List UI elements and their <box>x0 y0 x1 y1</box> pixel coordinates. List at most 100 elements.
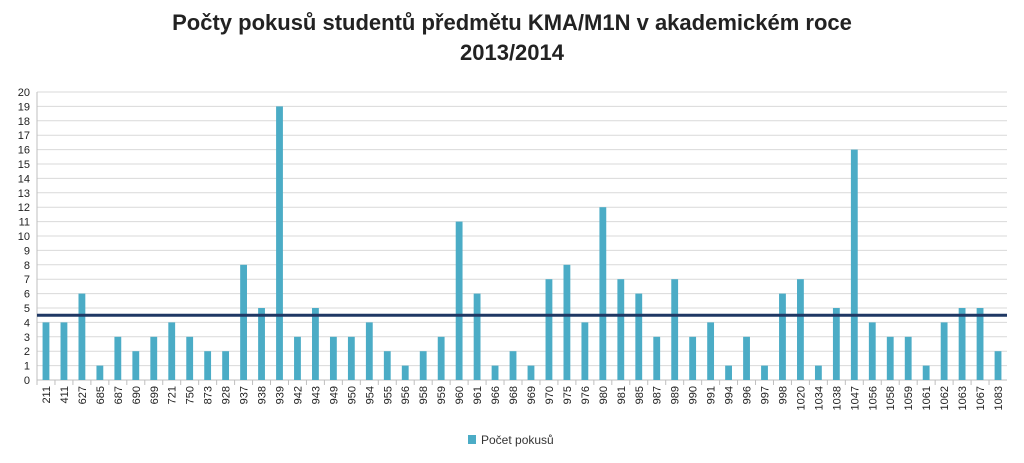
bar <box>132 351 140 380</box>
y-tick-label: 17 <box>18 130 30 142</box>
x-tick-label: 950 <box>346 386 358 404</box>
bar <box>365 322 373 380</box>
bar <box>473 293 481 380</box>
x-tick-label: 1038 <box>831 386 843 410</box>
x-tick-label: 1063 <box>957 386 969 410</box>
x-tick-label: 1083 <box>993 386 1005 410</box>
bar <box>940 322 948 380</box>
x-tick-label: 1061 <box>921 386 933 410</box>
bar <box>671 279 679 380</box>
bar <box>832 308 840 380</box>
y-tick-label: 16 <box>18 145 30 157</box>
bar <box>294 336 301 380</box>
x-tick-label: 990 <box>688 386 700 404</box>
bar <box>383 351 391 380</box>
x-tick-label: 939 <box>275 386 287 404</box>
x-tick-label: 1059 <box>903 386 915 410</box>
bar <box>563 264 571 380</box>
bar <box>850 149 858 380</box>
x-tick-label: 956 <box>400 386 412 404</box>
bar <box>240 264 247 380</box>
x-tick-label: 699 <box>149 386 161 404</box>
bar <box>958 308 966 380</box>
bar <box>617 279 625 380</box>
x-tick-label: 1067 <box>975 386 987 410</box>
y-tick-label: 11 <box>19 217 30 229</box>
y-tick-label: 18 <box>18 116 30 128</box>
x-tick-label: 970 <box>544 386 556 404</box>
bar <box>276 106 283 381</box>
x-tick-label: 954 <box>364 386 376 404</box>
bar <box>761 365 768 380</box>
bar <box>509 351 517 380</box>
x-tick-label: 1062 <box>939 386 951 410</box>
bar <box>114 336 122 380</box>
bar <box>779 293 786 380</box>
y-tick-label: 5 <box>24 303 30 315</box>
bar <box>347 336 355 380</box>
y-tick-label: 9 <box>24 245 30 257</box>
bar <box>814 365 822 380</box>
bar <box>60 322 68 380</box>
x-tick-label: 873 <box>203 386 215 404</box>
bar <box>922 365 930 380</box>
y-tick-label: 2 <box>24 346 30 358</box>
x-tick-label: 949 <box>328 386 340 404</box>
bars <box>42 106 1002 381</box>
y-tick-label: 15 <box>18 159 30 171</box>
x-tick-label: 958 <box>418 386 430 404</box>
bar <box>635 293 643 380</box>
x-tick-label: 1047 <box>849 386 861 410</box>
y-tick-label: 3 <box>24 332 30 344</box>
x-tick-label: 750 <box>185 386 197 404</box>
bar <box>868 322 876 380</box>
x-tick-label: 985 <box>634 386 646 404</box>
bar <box>527 365 535 380</box>
y-tick-label: 13 <box>18 188 30 200</box>
legend: Počet pokusů <box>468 433 554 447</box>
bar <box>401 365 409 380</box>
bar <box>581 322 589 380</box>
x-tick-label: 981 <box>616 386 628 404</box>
gridlines <box>37 91 1007 381</box>
y-tick-label: 14 <box>18 173 30 185</box>
x-tick-label: 994 <box>724 386 736 404</box>
y-tick-label: 20 <box>18 87 30 99</box>
x-axis-ticks: 211 411 627 685 687 690 699 721 750 873 928 937 938 9… <box>36 380 1005 410</box>
x-tick-label: 998 <box>777 386 789 404</box>
y-tick-label: 7 <box>24 274 30 286</box>
bar <box>904 336 912 380</box>
x-tick-label: 961 <box>472 386 484 404</box>
x-tick-label: 969 <box>526 386 538 404</box>
bar <box>96 365 104 380</box>
x-tick-label: 991 <box>706 386 718 404</box>
bar <box>168 322 176 380</box>
bar <box>689 336 697 380</box>
y-tick-label: 4 <box>24 317 30 329</box>
y-tick-label: 0 <box>24 375 30 387</box>
bar <box>545 279 553 380</box>
bar <box>455 221 463 380</box>
x-tick-label: 928 <box>221 386 233 404</box>
y-tick-label: 8 <box>24 260 30 272</box>
x-tick-label: 411 <box>59 386 71 404</box>
x-tick-label: 937 <box>239 386 251 404</box>
chart-title-line-2: 2013/2014 <box>460 40 564 65</box>
x-tick-label: 943 <box>310 386 322 404</box>
bar <box>150 336 158 380</box>
x-tick-label: 996 <box>742 386 754 404</box>
bar <box>419 351 427 380</box>
bar <box>743 336 750 380</box>
bar <box>599 207 607 380</box>
bar <box>994 351 1002 380</box>
y-tick-label: 19 <box>18 101 30 113</box>
x-tick-label: 1058 <box>885 386 897 410</box>
x-tick-label: 989 <box>670 386 682 404</box>
bar <box>312 308 319 380</box>
x-tick-label: 685 <box>95 386 107 404</box>
x-tick-label: 942 <box>292 386 304 404</box>
chart-title: Počty pokusů studentů předmětu KMA/M1N v… <box>0 8 1024 68</box>
x-tick-label: 980 <box>598 386 610 404</box>
